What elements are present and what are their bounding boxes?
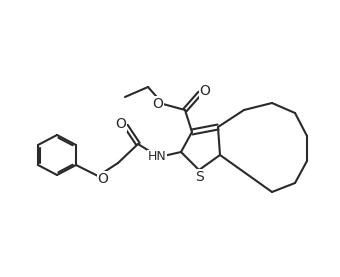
Text: O: O <box>98 172 108 186</box>
Text: O: O <box>116 117 126 131</box>
Text: S: S <box>194 170 203 184</box>
Text: O: O <box>153 97 164 111</box>
Text: O: O <box>200 84 210 98</box>
Text: HN: HN <box>148 150 166 163</box>
